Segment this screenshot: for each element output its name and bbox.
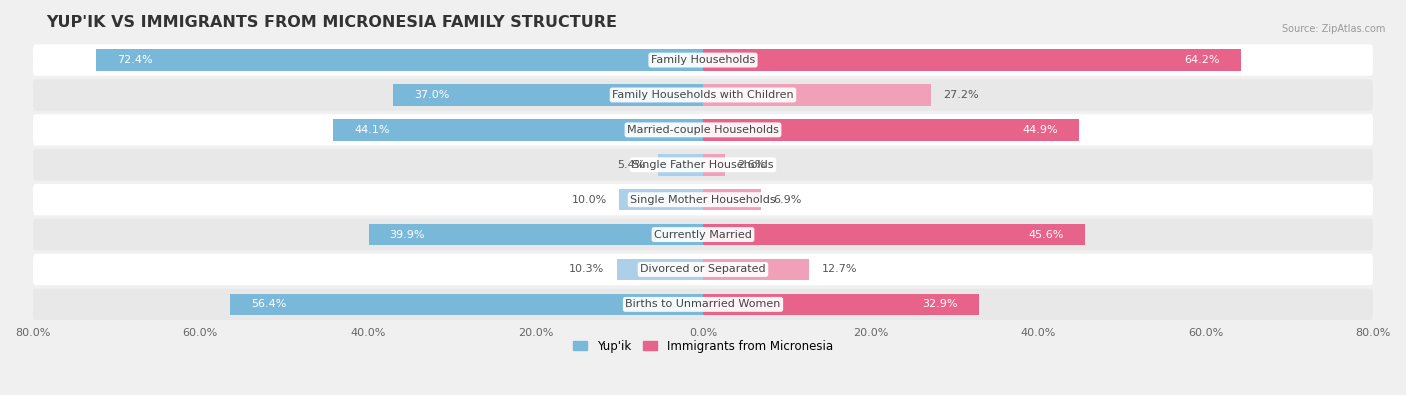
Text: 10.3%: 10.3% — [569, 265, 605, 275]
FancyBboxPatch shape — [32, 114, 1374, 146]
Text: Currently Married: Currently Married — [654, 229, 752, 240]
FancyBboxPatch shape — [32, 219, 1374, 250]
Bar — [617, 259, 703, 280]
Text: 37.0%: 37.0% — [413, 90, 450, 100]
Text: 12.7%: 12.7% — [823, 265, 858, 275]
Bar — [703, 119, 1080, 141]
Bar — [658, 154, 703, 176]
Bar — [619, 189, 703, 211]
Text: Single Mother Households: Single Mother Households — [630, 195, 776, 205]
FancyBboxPatch shape — [32, 184, 1374, 215]
Text: 10.0%: 10.0% — [571, 195, 606, 205]
Bar — [703, 259, 810, 280]
Bar — [703, 84, 931, 106]
Text: 39.9%: 39.9% — [389, 229, 425, 240]
Text: 44.1%: 44.1% — [354, 125, 389, 135]
Text: 6.9%: 6.9% — [773, 195, 801, 205]
Bar — [394, 84, 703, 106]
Text: YUP'IK VS IMMIGRANTS FROM MICRONESIA FAMILY STRUCTURE: YUP'IK VS IMMIGRANTS FROM MICRONESIA FAM… — [46, 15, 617, 30]
Text: 2.6%: 2.6% — [737, 160, 766, 170]
Bar — [703, 154, 724, 176]
Text: 5.4%: 5.4% — [617, 160, 645, 170]
Text: 56.4%: 56.4% — [252, 299, 287, 309]
Bar — [703, 224, 1085, 245]
Text: Source: ZipAtlas.com: Source: ZipAtlas.com — [1281, 24, 1385, 34]
Text: 32.9%: 32.9% — [922, 299, 957, 309]
Text: Married-couple Households: Married-couple Households — [627, 125, 779, 135]
Bar — [231, 293, 703, 315]
FancyBboxPatch shape — [32, 44, 1374, 76]
Bar — [703, 293, 979, 315]
Legend: Yup'ik, Immigrants from Micronesia: Yup'ik, Immigrants from Micronesia — [568, 335, 838, 357]
Bar — [368, 224, 703, 245]
FancyBboxPatch shape — [32, 254, 1374, 285]
FancyBboxPatch shape — [32, 79, 1374, 111]
Text: Divorced or Separated: Divorced or Separated — [640, 265, 766, 275]
Bar — [703, 49, 1241, 71]
Text: Family Households: Family Households — [651, 55, 755, 65]
Text: Single Father Households: Single Father Households — [633, 160, 773, 170]
Text: Family Households with Children: Family Households with Children — [612, 90, 794, 100]
Text: Births to Unmarried Women: Births to Unmarried Women — [626, 299, 780, 309]
Bar — [703, 189, 761, 211]
Text: 72.4%: 72.4% — [117, 55, 153, 65]
FancyBboxPatch shape — [32, 289, 1374, 320]
Text: 44.9%: 44.9% — [1022, 125, 1059, 135]
Bar — [97, 49, 703, 71]
Text: 64.2%: 64.2% — [1184, 55, 1220, 65]
Text: 45.6%: 45.6% — [1029, 229, 1064, 240]
FancyBboxPatch shape — [32, 149, 1374, 181]
Text: 27.2%: 27.2% — [943, 90, 979, 100]
Bar — [333, 119, 703, 141]
